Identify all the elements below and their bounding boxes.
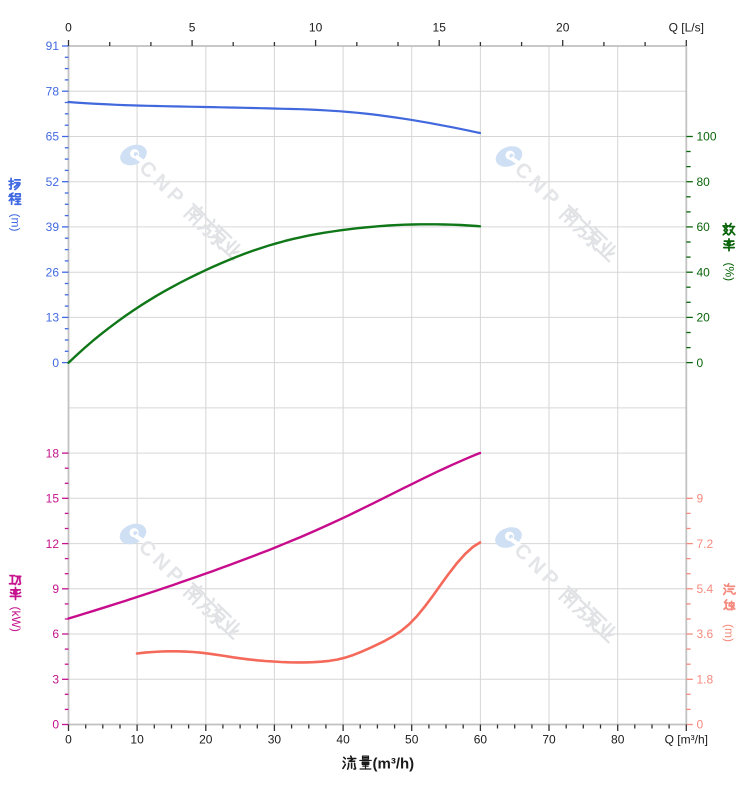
svg-text:Q [m³/h]: Q [m³/h] <box>665 733 708 747</box>
svg-text:80: 80 <box>697 175 711 189</box>
svg-text:60: 60 <box>697 220 711 234</box>
svg-text:91: 91 <box>46 39 60 53</box>
svg-text:26: 26 <box>46 265 60 279</box>
svg-text:40: 40 <box>697 265 711 279</box>
svg-text:52: 52 <box>46 175 60 189</box>
svg-text:5.4: 5.4 <box>697 582 714 596</box>
svg-text:Q [L/s]: Q [L/s] <box>669 21 704 35</box>
svg-text:0: 0 <box>65 21 72 35</box>
svg-text:1.8: 1.8 <box>697 673 714 687</box>
svg-text:60: 60 <box>474 733 488 747</box>
svg-text:(%): (%) <box>723 263 737 282</box>
svg-text:12: 12 <box>46 537 60 551</box>
svg-text:20: 20 <box>199 733 213 747</box>
svg-text:0: 0 <box>52 718 59 732</box>
svg-text:78: 78 <box>46 84 60 98</box>
svg-text:15: 15 <box>433 21 447 35</box>
svg-text:5: 5 <box>189 21 196 35</box>
svg-text:30: 30 <box>268 733 282 747</box>
svg-text:50: 50 <box>405 733 419 747</box>
svg-text:65: 65 <box>46 130 60 144</box>
svg-text:39: 39 <box>46 220 60 234</box>
svg-text:10: 10 <box>130 733 144 747</box>
svg-text:20: 20 <box>556 21 570 35</box>
svg-text:40: 40 <box>336 733 350 747</box>
svg-text:(m): (m) <box>9 214 23 232</box>
svg-text:3.6: 3.6 <box>697 627 714 641</box>
svg-text:100: 100 <box>697 130 717 144</box>
svg-text:0: 0 <box>697 718 704 732</box>
svg-text:70: 70 <box>542 733 556 747</box>
svg-text:0: 0 <box>52 356 59 370</box>
svg-text:15: 15 <box>46 492 60 506</box>
svg-text:10: 10 <box>309 21 323 35</box>
svg-text:20: 20 <box>697 311 711 325</box>
svg-text:(kW): (kW) <box>9 607 23 632</box>
svg-text:9: 9 <box>52 582 59 596</box>
svg-text:3: 3 <box>52 673 59 687</box>
svg-text:0: 0 <box>697 356 704 370</box>
svg-text:80: 80 <box>611 733 625 747</box>
svg-text:6: 6 <box>52 627 59 641</box>
svg-text:(m): (m) <box>722 624 736 642</box>
svg-text:(m³/h): (m³/h) <box>373 756 415 773</box>
svg-text:18: 18 <box>46 446 60 460</box>
svg-text:9: 9 <box>697 492 704 506</box>
svg-text:0: 0 <box>65 733 72 747</box>
svg-text:13: 13 <box>46 311 60 325</box>
svg-text:7.2: 7.2 <box>697 537 714 551</box>
